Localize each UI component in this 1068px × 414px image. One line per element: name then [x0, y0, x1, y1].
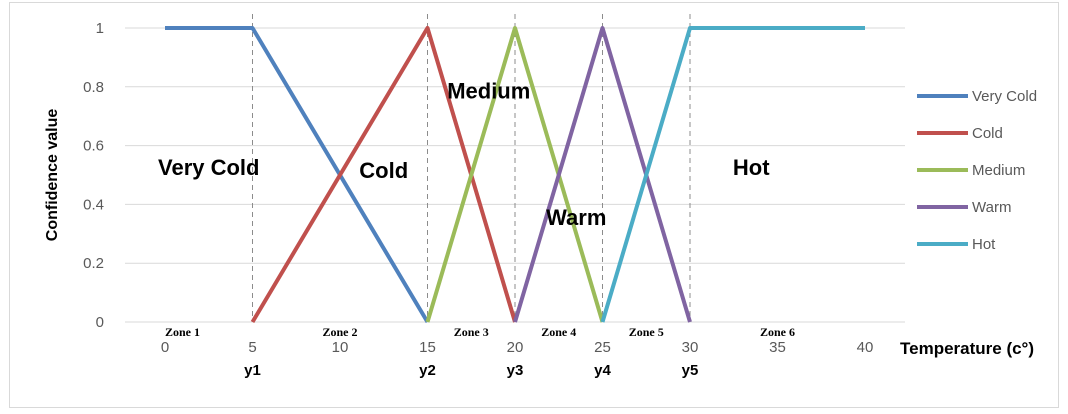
legend-label-2: Cold	[972, 125, 1003, 142]
x-axis-label: Temperature (c°)	[900, 339, 1034, 358]
boundary-lines	[252, 14, 691, 322]
region-label-3: Medium	[447, 79, 530, 104]
y-tick-3: 0.6	[83, 138, 104, 155]
series-line-warm	[513, 26, 692, 323]
boundary-label-3: y3	[507, 362, 524, 379]
region-label-2: Cold	[359, 158, 408, 183]
x-tick-2: 10	[332, 339, 349, 356]
region-label-5: Hot	[733, 155, 770, 180]
series-line-medium	[425, 26, 605, 323]
zone-labels: Zone 1 Zone 2 Zone 3 Zone 4 Zone 5 Zone 6	[165, 325, 795, 339]
x-tick-5: 25	[594, 339, 611, 356]
y-tick-2: 0.4	[83, 196, 104, 213]
zone-label-6: Zone 6	[760, 325, 795, 339]
zone-label-1: Zone 1	[165, 325, 200, 339]
series-line-cold	[250, 26, 517, 324]
chart-frame	[9, 2, 1059, 408]
region-labels: Very Cold Cold Medium Warm Hot	[158, 79, 770, 230]
zone-label-5: Zone 5	[629, 325, 664, 339]
boundary-label-1: y1	[244, 362, 261, 379]
y-tick-1: 0.2	[83, 255, 104, 272]
boundary-label-4: y4	[594, 362, 611, 379]
zone-label-2: Zone 2	[322, 325, 357, 339]
legend-label-5: Hot	[972, 236, 996, 253]
y-tick-5: 1	[96, 20, 104, 37]
x-tick-7: 35	[769, 339, 786, 356]
x-tick-1: 5	[248, 339, 256, 356]
y-tick-0: 0	[96, 314, 104, 331]
zone-label-3: Zone 3	[454, 325, 489, 339]
zone-label-4: Zone 4	[541, 325, 576, 339]
series-line-very-cold	[165, 26, 430, 324]
legend-label-3: Medium	[972, 162, 1025, 179]
x-tick-3: 15	[419, 339, 436, 356]
x-tick-8: 40	[857, 339, 874, 356]
legend: Very Cold Cold Medium Warm Hot	[917, 88, 1037, 253]
y-tick-4: 0.8	[83, 79, 104, 96]
x-tick-6: 30	[682, 339, 699, 356]
region-label-1: Very Cold	[158, 155, 259, 180]
boundary-labels: y1 y2 y3 y4 y5	[244, 362, 698, 379]
x-tick-0: 0	[161, 339, 169, 356]
boundary-label-2: y2	[419, 362, 436, 379]
boundary-label-5: y5	[682, 362, 699, 379]
x-tick-labels: 0 5 10 15 20 25 30 35 40	[161, 339, 874, 356]
series-lines	[165, 26, 865, 324]
series-line-hot	[600, 26, 865, 323]
legend-label-1: Very Cold	[972, 88, 1037, 105]
x-tick-4: 20	[507, 339, 524, 356]
y-tick-labels: 0 0.2 0.4 0.6 0.8 1	[83, 20, 104, 331]
legend-label-4: Warm	[972, 199, 1011, 216]
y-axis-label: Confidence value	[44, 109, 61, 242]
region-label-4: Warm	[546, 205, 606, 230]
